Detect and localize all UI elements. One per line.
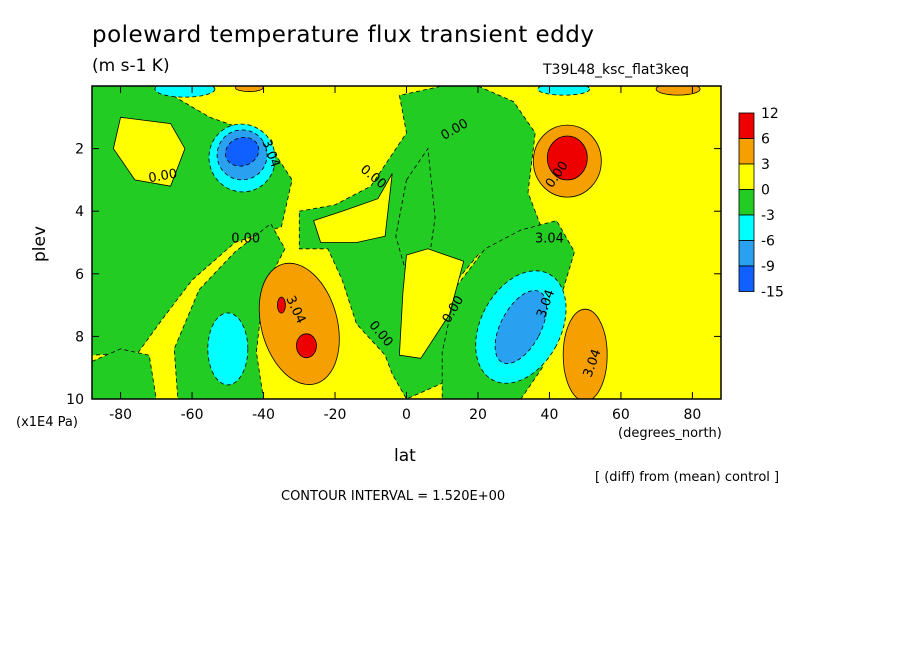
colorbar-label: 3 [761, 157, 770, 173]
region-orange-top-nh [655, 86, 701, 96]
region-yellow-island-3 [112, 116, 186, 187]
x-tick-label: -40 [252, 407, 275, 423]
chart-title: poleward temperature flux transient eddy [92, 22, 595, 48]
x-tick-label: -60 [181, 407, 204, 423]
contour-label: 0.00 [147, 167, 178, 187]
region-yellow-island-2 [398, 248, 465, 359]
x-axis-unit: (degrees_north) [618, 426, 722, 441]
colorbar-label: -3 [761, 208, 775, 224]
contour-label: 0.00 [231, 232, 260, 247]
colorbar-label: 0 [761, 183, 770, 199]
y-tick-label: 4 [75, 204, 84, 220]
region-cyan-top-nh [537, 86, 591, 96]
x-axis-label: lat [394, 446, 416, 466]
colorbar-swatch [738, 138, 755, 165]
contour-interval: CONTOUR INTERVAL = 1.520E+00 [281, 489, 506, 504]
x-tick-label: -20 [324, 407, 347, 423]
colorbar-label: -6 [761, 234, 775, 250]
region-yellow-island-1 [313, 173, 393, 243]
region-orange-top-sh [234, 86, 264, 92]
x-tick-label: 80 [683, 407, 701, 423]
region-red-sh-lower [296, 333, 317, 359]
x-tick-label: 40 [541, 407, 559, 423]
colorbar-swatch [738, 163, 755, 190]
x-ticks: -80 -60 -40 -20 0 20 40 60 80 [109, 86, 701, 423]
colorbar: 12 6 3 0 -3 -6 -9 -15 [738, 106, 784, 301]
y-axis-unit: (x1E4 Pa) [16, 415, 78, 430]
y-tick-label: 6 [75, 267, 84, 283]
colorbar-label: 12 [761, 106, 779, 122]
plot-area [92, 86, 721, 399]
x-tick-label: 20 [469, 407, 487, 423]
contour-label: 3.04 [535, 232, 564, 247]
comparison-note: [ (diff) from (mean) control ] [595, 470, 780, 485]
colorbar-swatch [738, 189, 755, 216]
region-red-sh-lower-small [277, 296, 286, 314]
colorbar-label: -9 [761, 259, 775, 275]
region-orange-sh-lower [258, 262, 340, 385]
x-tick-label: 60 [612, 407, 630, 423]
run-name: T39L48_ksc_flat3keq [543, 62, 689, 78]
colorbar-swatch [738, 112, 755, 139]
colorbar-swatch [738, 265, 755, 292]
region-blue-nh-lower [494, 290, 548, 364]
y-tick-label: 8 [75, 329, 84, 345]
region-green-sw-lower [92, 348, 157, 399]
region-orange-nh-lower [562, 308, 608, 399]
colorbar-swatch [738, 240, 755, 267]
region-red-nh-upper [546, 135, 588, 181]
colorbar-label: -15 [761, 285, 784, 301]
y-tick-label: 2 [75, 142, 84, 158]
region-cyan-top-sh [154, 86, 216, 98]
region-cyan-sh-lower [207, 312, 249, 386]
x-tick-label: 0 [402, 407, 411, 423]
region-darkblue-sh-upper [225, 136, 260, 167]
y-tick-label: 10 [66, 392, 84, 408]
x-tick-label: -80 [109, 407, 132, 423]
y-ticks: 2 4 6 8 10 [66, 142, 721, 408]
chart-units: (m s-1 K) [92, 56, 170, 76]
colorbar-swatch [738, 214, 755, 241]
colorbar-label: 6 [761, 132, 770, 148]
